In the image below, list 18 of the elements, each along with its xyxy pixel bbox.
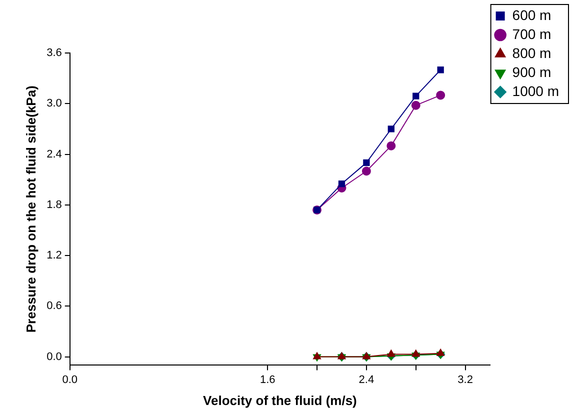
- y-axis-title: Pressure drop on the hot fluid side(kPa): [23, 86, 38, 333]
- y-tick-label: 2.4: [46, 148, 62, 160]
- x-tick-label: 0.0: [62, 374, 78, 386]
- y-tick-label: 1.2: [46, 250, 62, 262]
- y-tick-label: 1.8: [46, 198, 62, 211]
- legend-label: 600 m: [512, 6, 552, 23]
- legend-label: 800 m: [512, 44, 552, 61]
- y-tick-label: 0.0: [46, 350, 62, 363]
- x-tick-label: 2.4: [358, 374, 374, 386]
- x-tick-label: 3.2: [458, 374, 473, 386]
- x-axis-title: Velocity of the fluid (m/s): [203, 392, 357, 408]
- y-tick-label: 3.6: [46, 47, 62, 60]
- x-tick-label: 1.6: [260, 374, 276, 386]
- y-tick-label: 0.6: [46, 300, 62, 312]
- legend-label: 1000 m: [512, 82, 560, 99]
- legend-label: 900 m: [512, 64, 552, 80]
- y-tick-label: 3.0: [46, 98, 62, 110]
- legend-label: 700 m: [512, 26, 552, 42]
